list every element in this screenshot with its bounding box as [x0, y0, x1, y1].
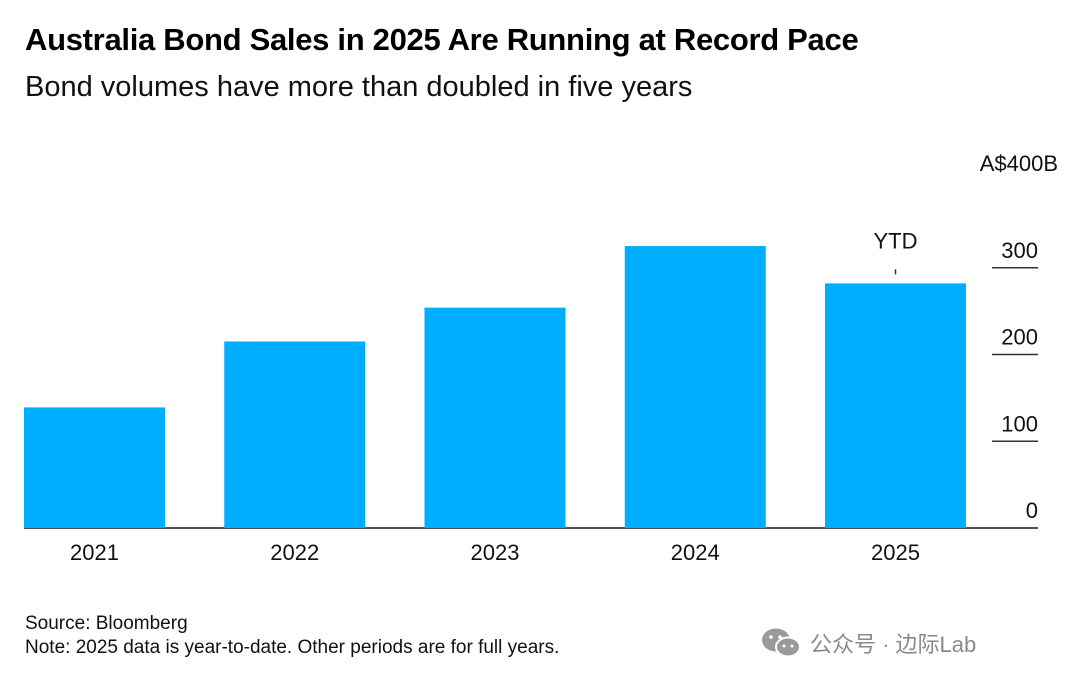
watermark-text: 公众号 · 边际Lab [810, 632, 977, 657]
y-tick-label: A$400B [980, 151, 1058, 176]
x-tick-label: 2025 [871, 540, 920, 565]
watermark: 公众号 · 边际Lab [760, 626, 976, 660]
wechat-icon [762, 628, 801, 658]
x-tick-label: 2022 [270, 540, 319, 565]
bar-2022 [224, 341, 366, 528]
source-note: Source: Bloomberg [25, 613, 188, 634]
bar-chart: 0 100 200 300 A$400B 2021 2022 2023 2024 2025 YTD [24, 151, 1058, 565]
y-tick-label: 0 [1026, 498, 1038, 523]
bar-2023 [424, 307, 566, 528]
x-tick-label: 2021 [70, 540, 119, 565]
y-tick-label: 200 [1001, 325, 1038, 350]
bar-2025 [825, 283, 966, 528]
chart-title: Australia Bond Sales in 2025 Are Running… [25, 22, 859, 57]
bar-2021 [24, 407, 165, 528]
x-tick-label: 2023 [471, 540, 520, 565]
y-tick-label: 300 [1001, 238, 1038, 263]
chart-subtitle: Bond volumes have more than doubled in f… [25, 71, 693, 103]
x-tick-label: 2024 [671, 540, 720, 565]
y-tick-label: 100 [1001, 411, 1038, 436]
bar-2024 [624, 246, 766, 528]
annotation-ytd: YTD [874, 228, 918, 253]
footnote: Note: 2025 data is year-to-date. Other p… [25, 637, 560, 658]
